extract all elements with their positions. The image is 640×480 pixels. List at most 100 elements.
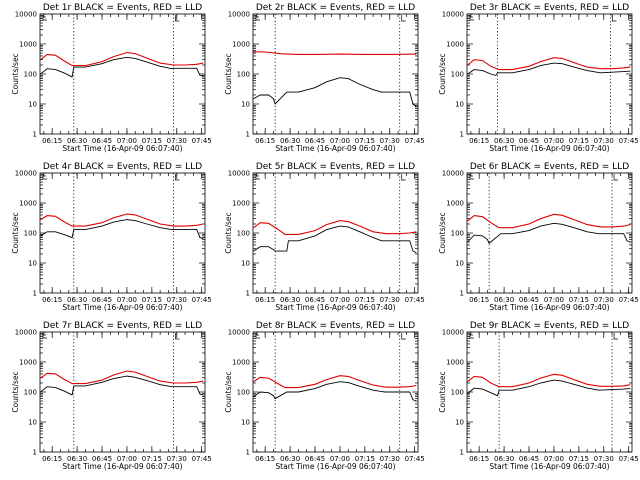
x-tick-label: 07:00	[330, 137, 350, 145]
events-series-line	[467, 222, 631, 245]
x-tick-label: 07:30	[167, 137, 187, 145]
plot-frame	[252, 13, 419, 135]
y-tick-label: 10000	[442, 11, 464, 19]
y-tick-label: 10	[455, 260, 464, 268]
x-axis-label: Start Time (16-Apr-09 06:07:40)	[275, 144, 395, 153]
events-series-line	[253, 225, 417, 254]
plot-frame	[252, 172, 419, 294]
lld-series-line	[467, 373, 631, 388]
x-tick-label: 06:45	[92, 296, 112, 304]
x-tick-label: 07:45	[192, 455, 212, 463]
x-tick-label: 07:00	[117, 296, 137, 304]
panel-7: Det 7r BLACK = Events, RED = LLD 1 10 100 10…	[11, 321, 212, 471]
plot-frame	[39, 172, 206, 294]
corner-marker	[42, 333, 47, 339]
y-tick-label: 10	[28, 419, 37, 427]
corner-marker	[255, 333, 260, 339]
y-tick-label: 100	[451, 389, 464, 397]
y-axis-label: Counts/sec	[438, 212, 447, 253]
x-tick-label: 07:30	[594, 296, 614, 304]
y-axis-label: Counts/sec	[438, 371, 447, 412]
x-tick-label: 07:30	[380, 137, 400, 145]
panel-title: Det 7r BLACK = Events, RED = LLD	[43, 321, 202, 331]
corner-marker	[401, 15, 406, 22]
x-axis-label: Start Time (16-Apr-09 06:07:40)	[62, 144, 182, 153]
x-tick-label: 06:15	[42, 455, 62, 463]
x-tick-label: 07:15	[142, 455, 162, 463]
x-tick-label: 07:00	[330, 296, 350, 304]
corner-marker	[175, 333, 180, 340]
x-tick-label: 06:30	[494, 455, 514, 463]
x-tick-label: 07:45	[192, 296, 212, 304]
y-tick-label: 1000	[232, 200, 250, 208]
plot-frame	[39, 13, 206, 135]
x-tick-label: 06:30	[67, 137, 87, 145]
corner-marker	[175, 174, 180, 181]
lld-series-line	[40, 213, 204, 227]
x-axis-label: Start Time (16-Apr-09 06:07:40)	[489, 462, 609, 471]
x-tick-label: 06:45	[305, 455, 325, 463]
panel-8: Det 8r BLACK = Events, RED = LLD 1 10 100 10…	[224, 321, 425, 471]
panel-title: Det 8r BLACK = Events, RED = LLD	[256, 321, 415, 331]
y-tick-label: 1000	[19, 359, 37, 367]
lld-series-line	[253, 375, 417, 389]
y-tick-label: 10000	[15, 11, 37, 19]
y-tick-label: 100	[237, 71, 250, 79]
panel-5: Det 5r BLACK = Events, RED = LLD 1 10 100 10…	[224, 162, 425, 312]
corner-marker	[255, 174, 260, 180]
y-tick-label: 1	[246, 131, 250, 139]
panel-title: Det 2r BLACK = Events, RED = LLD	[256, 3, 415, 13]
lld-series-line	[253, 220, 417, 235]
x-axis-label: Start Time (16-Apr-09 06:07:40)	[275, 303, 395, 312]
x-axis-label: Start Time (16-Apr-09 06:07:40)	[62, 462, 182, 471]
y-tick-label: 1000	[446, 200, 464, 208]
x-tick-label: 07:00	[117, 137, 137, 145]
corner-marker	[469, 333, 474, 339]
x-tick-label: 06:30	[280, 137, 300, 145]
y-axis-label: Counts/sec	[224, 371, 233, 412]
x-tick-label: 06:45	[305, 137, 325, 145]
x-tick-label: 07:15	[355, 455, 375, 463]
events-series-line	[40, 56, 204, 78]
corner-marker	[469, 15, 474, 21]
panel-1: Det 1r BLACK = Events, RED = LLD 1 10 100 10…	[11, 3, 212, 153]
x-axis-label: Start Time (16-Apr-09 06:07:40)	[62, 303, 182, 312]
x-tick-label: 06:15	[255, 455, 275, 463]
x-tick-label: 07:15	[355, 296, 375, 304]
y-tick-label: 10	[28, 101, 37, 109]
x-tick-label: 06:30	[280, 455, 300, 463]
x-tick-label: 07:15	[569, 296, 589, 304]
y-tick-label: 1000	[446, 359, 464, 367]
panel-2: Det 2r BLACK = Events, RED = LLD 1 10 100 10…	[224, 3, 425, 153]
y-tick-label: 100	[24, 230, 37, 238]
x-axis-label: Start Time (16-Apr-09 06:07:40)	[489, 303, 609, 312]
y-tick-label: 1	[460, 131, 464, 139]
y-tick-label: 10	[241, 419, 250, 427]
x-tick-label: 06:30	[494, 137, 514, 145]
x-tick-label: 07:45	[192, 137, 212, 145]
events-series-line	[253, 381, 417, 402]
corner-marker	[255, 15, 260, 21]
corner-marker	[612, 15, 617, 22]
corner-marker	[401, 174, 406, 181]
x-tick-label: 07:45	[619, 137, 639, 145]
events-series-line	[40, 219, 204, 240]
x-tick-label: 07:30	[594, 137, 614, 145]
corner-marker	[613, 333, 619, 340]
x-tick-label: 07:30	[594, 455, 614, 463]
x-tick-label: 07:15	[569, 455, 589, 463]
x-tick-label: 06:45	[305, 296, 325, 304]
panel-title: Det 9r BLACK = Events, RED = LLD	[470, 321, 629, 331]
x-tick-label: 06:15	[42, 137, 62, 145]
x-axis-label: Start Time (16-Apr-09 06:07:40)	[275, 462, 395, 471]
x-tick-label: 06:15	[469, 455, 489, 463]
y-tick-label: 100	[237, 389, 250, 397]
y-tick-label: 10000	[228, 329, 250, 337]
corner-marker	[42, 15, 47, 21]
x-tick-label: 06:30	[67, 455, 87, 463]
y-tick-label: 1	[460, 449, 464, 457]
panel-4: Det 4r BLACK = Events, RED = LLD 1 10 100 10…	[11, 162, 212, 312]
y-tick-label: 1	[33, 131, 37, 139]
x-tick-label: 07:30	[167, 455, 187, 463]
x-tick-label: 06:45	[519, 455, 539, 463]
